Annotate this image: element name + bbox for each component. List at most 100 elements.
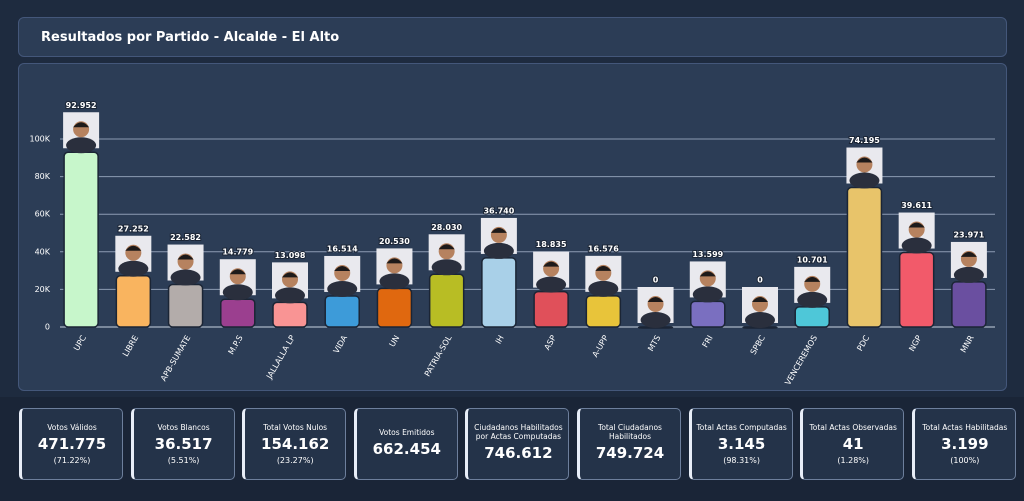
bar bbox=[324, 295, 360, 328]
card-title: Total Actas Habilitadas bbox=[922, 423, 1008, 432]
stat-card: Votos Emitidos 662.454 bbox=[353, 408, 458, 480]
y-tick-label: 0 bbox=[45, 323, 50, 332]
card-value: 746.612 bbox=[484, 444, 553, 462]
value-label: 20.530 bbox=[379, 237, 410, 246]
value-label: 13.098 bbox=[275, 251, 306, 260]
x-tick-label: ASP bbox=[543, 334, 559, 352]
candidate-photo bbox=[637, 287, 674, 328]
photo-body bbox=[66, 137, 97, 154]
card-title: Votos Válidos bbox=[47, 423, 97, 432]
photo-hair bbox=[960, 251, 977, 257]
stat-card: Total Ciudadanos Habilitados 749.724 bbox=[577, 408, 681, 480]
candidate-photo bbox=[272, 262, 308, 304]
bar bbox=[272, 301, 308, 328]
photo-body bbox=[379, 273, 410, 290]
value-label: 14.779 bbox=[222, 248, 253, 257]
stat-card: Total Actas Observadas 41 (1.28%) bbox=[800, 408, 905, 480]
bar bbox=[533, 290, 569, 328]
card-value: 471.775 bbox=[37, 435, 107, 453]
photo-hair bbox=[125, 245, 142, 251]
stat-card: Ciudadanos Habilitados por Actas Computa… bbox=[465, 408, 570, 480]
value-label: 22.582 bbox=[170, 233, 201, 242]
photo-body bbox=[588, 280, 619, 297]
photo-hair bbox=[699, 271, 716, 277]
x-tick-label: VIDA bbox=[332, 333, 350, 355]
bar bbox=[376, 287, 413, 328]
photo-hair bbox=[73, 122, 90, 128]
card-value: 3.145 bbox=[717, 435, 766, 453]
x-tick-label: VENCEREMOS bbox=[783, 334, 819, 387]
value-label: 0 bbox=[653, 276, 659, 285]
value-label: 92.952 bbox=[66, 101, 97, 110]
x-tick-label: NGP bbox=[907, 334, 923, 353]
value-label: 16.576 bbox=[588, 244, 619, 253]
card-percent: (71.22%) bbox=[53, 456, 91, 465]
card-title: Total Actas Observadas bbox=[809, 423, 897, 432]
x-tick-label: LIBRE bbox=[121, 334, 140, 358]
photo-body bbox=[745, 312, 775, 328]
photo-body bbox=[118, 260, 149, 277]
photo-hair bbox=[856, 157, 873, 163]
candidate-photo bbox=[950, 241, 987, 283]
photo-hair bbox=[177, 254, 194, 260]
card-percent: (23.27%) bbox=[276, 456, 314, 465]
photo-hair bbox=[543, 261, 560, 267]
photo-body bbox=[901, 237, 932, 254]
bar bbox=[846, 186, 883, 328]
photo-hair bbox=[908, 222, 925, 228]
value-label: 18.835 bbox=[536, 240, 567, 249]
candidate-photo bbox=[115, 235, 152, 277]
candidate-photo bbox=[585, 255, 622, 297]
x-tick-label: MNR bbox=[959, 333, 976, 354]
x-tick-label: PDC bbox=[855, 333, 871, 352]
y-tick-label: 20K bbox=[35, 285, 51, 294]
photo-hair bbox=[647, 297, 664, 302]
title: Resultados por Partido - Alcalde - El Al… bbox=[41, 30, 340, 45]
photo-hair bbox=[490, 227, 507, 233]
card-percent: (5.51%) bbox=[167, 456, 200, 465]
card-title: Total Votos Nulos bbox=[263, 423, 328, 432]
value-label: 0 bbox=[757, 276, 763, 285]
candidate-photo bbox=[428, 234, 465, 276]
photo-hair bbox=[804, 276, 821, 282]
bar bbox=[428, 273, 465, 328]
photo-body bbox=[483, 242, 514, 259]
candidate-photo bbox=[533, 251, 570, 293]
x-tick-label: UN bbox=[388, 334, 402, 349]
value-label: 27.252 bbox=[118, 224, 149, 233]
photo-body bbox=[431, 259, 462, 276]
chart: 0 20K 40K 60K 80K 100K UPC 92.952 LIBRE 27.252 APB… bbox=[29, 100, 995, 387]
photo-hair bbox=[229, 269, 246, 275]
photo-body bbox=[849, 172, 880, 189]
x-tick-label: M.P.S bbox=[227, 334, 245, 356]
bar bbox=[898, 251, 935, 328]
y-tick-label: 100K bbox=[29, 135, 50, 144]
photo-hair bbox=[595, 265, 612, 271]
card-title: Votos Blancos bbox=[157, 423, 210, 432]
card-value: 41 bbox=[842, 435, 864, 453]
x-tick-label: A-UPP bbox=[591, 334, 611, 359]
stat-card: Votos Válidos 471.775 (71.22%) bbox=[19, 408, 123, 480]
photo-hair bbox=[386, 258, 403, 264]
bar bbox=[63, 151, 99, 328]
value-label: 36.740 bbox=[483, 206, 514, 215]
photo-body bbox=[275, 287, 305, 304]
candidate-photo bbox=[324, 255, 361, 297]
photo-body bbox=[640, 312, 671, 328]
value-label: 23.971 bbox=[953, 230, 984, 239]
photo-hair bbox=[334, 265, 351, 271]
card-value: 3.199 bbox=[941, 435, 989, 453]
candidate-photo bbox=[219, 259, 256, 301]
candidate-photo bbox=[794, 266, 831, 308]
candidate-photo bbox=[742, 287, 778, 328]
x-tick-label: JALLALLA LP bbox=[264, 334, 297, 382]
value-label: 28.030 bbox=[431, 223, 462, 232]
photo-body bbox=[222, 284, 253, 301]
candidate-photo bbox=[689, 261, 726, 303]
bar bbox=[690, 300, 726, 328]
stat-card: Votos Blancos 36.517 (5.51%) bbox=[130, 408, 235, 480]
candidate-photo bbox=[480, 217, 517, 259]
value-label: 39.611 bbox=[901, 201, 932, 210]
x-tick-label: UPC bbox=[72, 333, 88, 352]
